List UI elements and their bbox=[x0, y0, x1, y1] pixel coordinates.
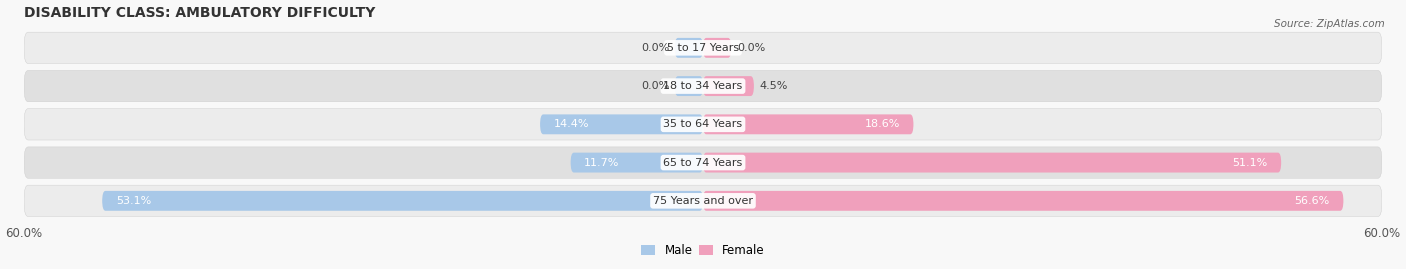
Text: 51.1%: 51.1% bbox=[1232, 158, 1268, 168]
Text: 65 to 74 Years: 65 to 74 Years bbox=[664, 158, 742, 168]
FancyBboxPatch shape bbox=[103, 191, 703, 211]
FancyBboxPatch shape bbox=[703, 76, 754, 96]
FancyBboxPatch shape bbox=[675, 38, 703, 58]
FancyBboxPatch shape bbox=[24, 32, 1382, 63]
Text: 53.1%: 53.1% bbox=[115, 196, 150, 206]
Text: DISABILITY CLASS: AMBULATORY DIFFICULTY: DISABILITY CLASS: AMBULATORY DIFFICULTY bbox=[24, 6, 375, 20]
FancyBboxPatch shape bbox=[703, 153, 1281, 172]
Text: 4.5%: 4.5% bbox=[759, 81, 787, 91]
Text: 5 to 17 Years: 5 to 17 Years bbox=[666, 43, 740, 53]
FancyBboxPatch shape bbox=[675, 76, 703, 96]
Text: 0.0%: 0.0% bbox=[737, 43, 765, 53]
Text: 11.7%: 11.7% bbox=[585, 158, 620, 168]
Legend: Male, Female: Male, Female bbox=[637, 239, 769, 262]
Text: 35 to 64 Years: 35 to 64 Years bbox=[664, 119, 742, 129]
FancyBboxPatch shape bbox=[703, 38, 731, 58]
Text: 14.4%: 14.4% bbox=[554, 119, 589, 129]
Text: 0.0%: 0.0% bbox=[641, 43, 669, 53]
FancyBboxPatch shape bbox=[24, 185, 1382, 217]
FancyBboxPatch shape bbox=[24, 147, 1382, 178]
FancyBboxPatch shape bbox=[571, 153, 703, 172]
FancyBboxPatch shape bbox=[24, 109, 1382, 140]
Text: 0.0%: 0.0% bbox=[641, 81, 669, 91]
FancyBboxPatch shape bbox=[24, 70, 1382, 102]
FancyBboxPatch shape bbox=[703, 114, 914, 134]
Text: 18 to 34 Years: 18 to 34 Years bbox=[664, 81, 742, 91]
Text: 75 Years and over: 75 Years and over bbox=[652, 196, 754, 206]
Text: Source: ZipAtlas.com: Source: ZipAtlas.com bbox=[1274, 19, 1385, 29]
FancyBboxPatch shape bbox=[703, 191, 1343, 211]
Text: 56.6%: 56.6% bbox=[1295, 196, 1330, 206]
Text: 18.6%: 18.6% bbox=[865, 119, 900, 129]
FancyBboxPatch shape bbox=[540, 114, 703, 134]
